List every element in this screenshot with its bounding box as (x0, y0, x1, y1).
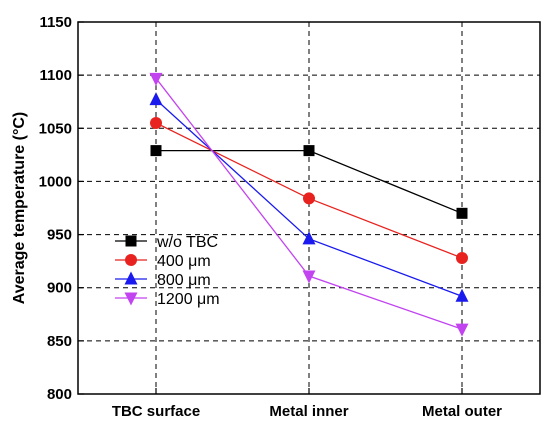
legend-item: 800 μm (115, 271, 211, 289)
data-point (303, 145, 315, 157)
legend-label: w/o TBC (156, 234, 218, 251)
grid-lines (78, 22, 540, 394)
data-point (455, 323, 469, 337)
data-point (456, 207, 468, 219)
series-2 (150, 116, 468, 264)
data-point (303, 192, 315, 205)
legend-item: w/o TBC (115, 234, 218, 251)
data-point (302, 270, 316, 284)
data-point (455, 288, 469, 302)
x-tick-label: Metal inner (269, 403, 348, 420)
y-tick-label: 850 (47, 333, 72, 350)
legend-label: 400 μm (157, 253, 211, 270)
data-point (456, 251, 468, 264)
y-tick-label: 950 (47, 227, 72, 244)
data-point (150, 116, 162, 129)
x-tick-label: Metal outer (422, 403, 502, 420)
y-tick-label: 800 (47, 386, 72, 403)
legend-marker (124, 271, 138, 285)
legend-marker (124, 292, 138, 306)
axis-ticks: 800 850 900 950 1000 1050 1100 1150 TBC surface M… (39, 14, 503, 420)
y-tick-label: 1000 (39, 173, 72, 190)
series-4 (149, 72, 469, 337)
x-tick-label: TBC surface (112, 403, 200, 420)
y-tick-label: 1150 (39, 14, 72, 31)
data-point (150, 145, 162, 157)
legend-label: 800 μm (157, 272, 211, 289)
data-point (149, 92, 163, 106)
legend-marker (125, 254, 137, 266)
legend-marker (125, 235, 137, 247)
y-axis-title: Average temperature (°C) (11, 112, 28, 305)
legend-item: 1200 μm (115, 291, 220, 308)
y-tick-label: 900 (47, 280, 72, 297)
series-1 (150, 145, 468, 219)
data-point (149, 72, 163, 86)
data-point (302, 231, 316, 245)
legend: w/o TBC 400 μm 800 μm 1200 μm (115, 234, 220, 308)
series-3 (149, 92, 469, 302)
y-tick-label: 1050 (39, 120, 72, 137)
series-group (149, 72, 469, 337)
legend-item: 400 μm (115, 253, 211, 270)
legend-label: 1200 μm (157, 291, 220, 308)
y-tick-label: 1100 (39, 67, 72, 84)
